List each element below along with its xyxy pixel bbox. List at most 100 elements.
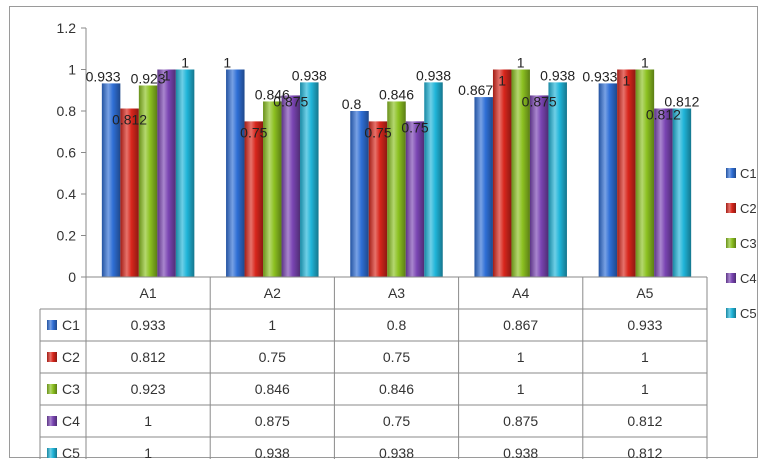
- y-tick-label: 0.4: [57, 186, 77, 202]
- table-cell: 0.938: [255, 445, 290, 459]
- data-label-C3-A3: 0.846: [379, 86, 414, 102]
- legend-key-C3: [726, 238, 736, 248]
- data-label-C5-A2: 0.938: [292, 67, 327, 83]
- legend-key-C1: [726, 168, 736, 178]
- legend-label-C3: C3: [740, 236, 757, 251]
- bar-C2-A4: [492, 69, 512, 277]
- table-cell: 0.846: [255, 381, 290, 397]
- bar-C5-A2: [300, 82, 319, 278]
- bar-C3-A5: [635, 69, 655, 277]
- chart-frame: 0 0.2 0.4 0.6 0.8 1 1.2 0.933 0.812 0.923 1 1 1 0.75 0…: [9, 6, 758, 459]
- x-category-label: A5: [636, 285, 653, 301]
- data-label-C3-A5: 1: [641, 55, 649, 71]
- x-category-label: A2: [264, 285, 281, 301]
- table-cell: 0.812: [627, 413, 662, 429]
- bar-C3-A4: [511, 69, 530, 277]
- bar-C5-A4: [548, 82, 567, 278]
- bar-C1-A3: [350, 111, 369, 277]
- data-label-C5-A1: 1: [181, 55, 189, 71]
- bar-C3-A3: [387, 101, 406, 277]
- table-cell: 0.75: [383, 413, 410, 429]
- table-cell: 0.875: [503, 413, 538, 429]
- table-cell: 0.75: [259, 349, 286, 365]
- legend-key-C4: [726, 273, 736, 283]
- legend-key-C5: [726, 308, 736, 318]
- table-cell: 0.933: [627, 317, 662, 333]
- bar-C5-A3: [424, 82, 443, 278]
- table-series-key: [47, 320, 57, 330]
- bar-C1-A1: [101, 83, 121, 277]
- table-cell: 0.875: [255, 413, 290, 429]
- bar-C2-A2: [244, 121, 264, 277]
- table-series-name: C5: [62, 445, 80, 459]
- legend-label-C1: C1: [740, 166, 757, 181]
- table-series-key: [47, 352, 57, 362]
- x-category-label: A1: [140, 285, 157, 301]
- bar-C1-A4: [474, 97, 493, 277]
- table-cell: 0.75: [383, 349, 410, 365]
- bar-C4-A2: [281, 95, 301, 277]
- bar-C4-A1: [157, 69, 176, 277]
- bar-C5-A1: [175, 69, 195, 277]
- data-label-C4-A5: 0.812: [646, 107, 681, 123]
- data-label-C2-A2: 0.75: [240, 124, 267, 140]
- bar-C4-A3: [405, 121, 425, 277]
- legend-label-C4: C4: [740, 271, 757, 286]
- bar-C2-A1: [120, 108, 139, 277]
- data-label-C4-A2: 0.875: [273, 93, 308, 109]
- table-cell: 0.846: [379, 381, 414, 397]
- data-label-C3-A2: 0.846: [255, 86, 290, 102]
- table-cell: 1: [268, 317, 276, 333]
- table-series-name: C2: [62, 349, 80, 365]
- table-cell: 0.923: [131, 381, 166, 397]
- table-series-name: C1: [62, 317, 80, 333]
- table-series-key: [47, 416, 57, 426]
- x-category-label: A3: [388, 285, 405, 301]
- data-label-C2-A5: 1: [623, 73, 631, 89]
- data-label-C1-A1: 0.933: [86, 68, 121, 84]
- data-label-C4-A3: 0.75: [401, 119, 428, 135]
- table-cell: 0.812: [627, 445, 662, 459]
- legend-label-C2: C2: [740, 201, 757, 216]
- bar-C2-A5: [617, 69, 636, 277]
- data-label-C2-A1: 0.812: [112, 112, 147, 128]
- y-tick-label: 1: [68, 62, 76, 78]
- data-label-C4-A4: 0.875: [522, 93, 557, 109]
- y-tick-label: 0.8: [57, 103, 77, 119]
- table-cell: 1: [641, 349, 649, 365]
- table-cell: 1: [144, 413, 152, 429]
- legend-label-C5: C5: [740, 306, 757, 321]
- table-cell: 1: [517, 349, 525, 365]
- data-label-C3-A1: 0.923: [131, 70, 166, 86]
- data-label-C4-A1: 1: [163, 68, 171, 84]
- bar-C3-A2: [263, 101, 282, 277]
- table-cell: 0.812: [131, 349, 166, 365]
- data-label-C1-A4: 0.867: [458, 82, 493, 98]
- bar-C5-A5: [672, 108, 692, 277]
- table-series-name: C4: [62, 413, 80, 429]
- table-cell: 1: [641, 381, 649, 397]
- data-label-C3-A4: 1: [517, 55, 525, 71]
- y-tick-label: 0: [68, 269, 76, 285]
- table-cell: 1: [144, 445, 152, 459]
- data-label-C1-A3: 0.8: [342, 96, 362, 112]
- data-label-C1-A5: 0.933: [582, 68, 617, 84]
- table-cell: 0.938: [503, 445, 538, 459]
- bar-C2-A3: [368, 121, 388, 277]
- data-label-C5-A3: 0.938: [416, 67, 451, 83]
- table-series-name: C3: [62, 381, 80, 397]
- bar-C3-A1: [138, 85, 158, 277]
- table-cell: 0.867: [503, 317, 538, 333]
- data-label-C2-A3: 0.75: [364, 124, 391, 140]
- data-label-C5-A4: 0.938: [540, 67, 575, 83]
- legend-key-C2: [726, 203, 736, 213]
- bar-C1-A2: [226, 69, 245, 277]
- x-category-label: A4: [512, 285, 529, 301]
- y-tick-label: 0.2: [57, 228, 77, 244]
- table-cell: 0.938: [379, 445, 414, 459]
- bar-C4-A5: [654, 108, 673, 277]
- bar-C4-A4: [529, 95, 549, 277]
- table-cell: 0.8: [387, 317, 407, 333]
- table-series-key: [47, 448, 57, 458]
